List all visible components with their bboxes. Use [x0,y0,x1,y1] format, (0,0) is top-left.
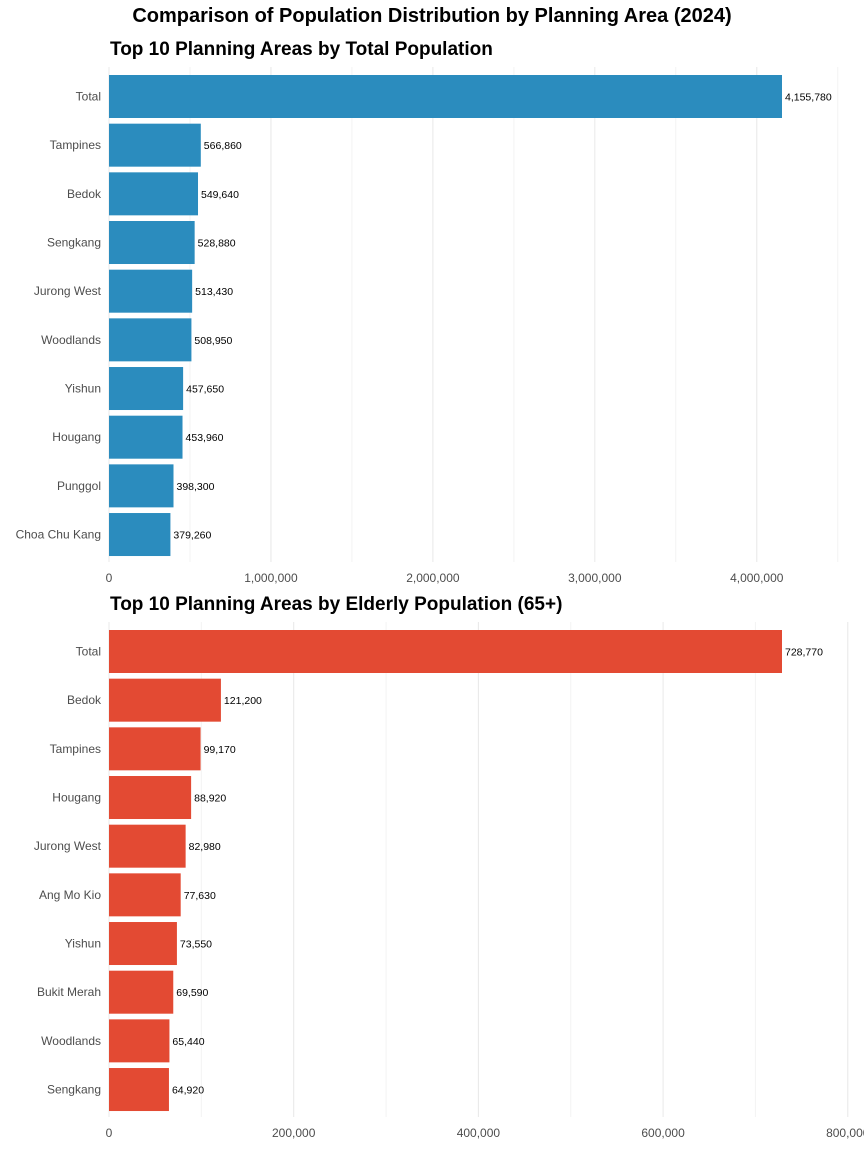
value-label: 379,260 [173,530,211,542]
category-label: Bedok [67,187,102,201]
bar-tampines [109,727,201,771]
category-label: Total [76,645,101,659]
bar-total [109,75,782,118]
bar-woodlands [109,318,192,362]
category-label: Bukit Merah [37,985,101,999]
value-label: 457,650 [186,384,224,396]
value-label: 88,920 [194,793,226,805]
bar-punggol [109,464,174,508]
bar-bedok [109,172,199,216]
value-label: 453,960 [186,432,224,444]
value-label: 82,980 [189,841,221,853]
category-label: Yishun [65,937,101,951]
figure-title: Comparison of Population Distribution by… [132,5,732,27]
value-label: 77,630 [184,890,216,902]
category-label: Woodlands [41,1034,101,1048]
value-label: 121,200 [224,695,262,707]
value-label: 398,300 [177,481,215,493]
value-label: 69,590 [176,987,208,999]
bar-tampines [109,123,201,167]
category-label: Tampines [50,742,101,756]
category-label: Jurong West [34,839,102,853]
bar-yishun [109,367,184,411]
category-label: Jurong West [34,284,102,298]
category-label: Woodlands [41,333,101,347]
bar-yishun [109,922,177,966]
value-label: 99,170 [204,744,236,756]
value-label: 73,550 [180,939,212,951]
category-label: Sengkang [47,236,101,250]
bar-jurong-west [109,824,186,868]
x-tick-label: 4,000,000 [730,571,784,585]
bar-sengkang [109,221,195,265]
category-label: Choa Chu Kang [16,528,101,542]
bar-ang-mo-kio [109,873,181,917]
value-label: 528,880 [198,238,236,250]
x-tick-label: 800,000 [826,1126,864,1140]
panel-title-total: Top 10 Planning Areas by Total Populatio… [110,39,493,60]
category-label: Ang Mo Kio [39,888,101,902]
bar-hougang [109,776,192,820]
value-label: 566,860 [204,140,242,152]
value-label: 549,640 [201,189,239,201]
bar-sengkang [109,1068,169,1112]
category-label: Hougang [52,791,101,805]
x-tick-label: 0 [106,1126,113,1140]
x-tick-label: 1,000,000 [244,571,298,585]
category-label: Hougang [52,430,101,444]
x-tick-label: 200,000 [272,1126,316,1140]
value-label: 728,770 [785,647,823,659]
value-label: 513,430 [195,286,233,298]
total-population-chart: Total 4,155,780 Tampines 566,860 Bedok 549,64… [16,67,839,585]
bar-total [109,630,782,673]
category-label: Total [76,90,101,104]
x-tick-label: 400,000 [457,1126,501,1140]
value-label: 65,440 [172,1036,204,1048]
bar-jurong-west [109,269,193,313]
category-label: Punggol [57,479,101,493]
x-tick-label: 600,000 [641,1126,685,1140]
bar-bedok [109,678,221,722]
value-label: 64,920 [172,1085,204,1097]
category-label: Sengkang [47,1083,101,1097]
panel-title-elderly: Top 10 Planning Areas by Elderly Populat… [110,594,563,615]
bar-choa-chu-kang [109,513,171,557]
x-tick-label: 0 [106,571,113,585]
x-tick-label: 2,000,000 [406,571,460,585]
value-label: 508,950 [194,335,232,347]
category-label: Tampines [50,138,101,152]
bar-hougang [109,415,183,459]
x-tick-label: 3,000,000 [568,571,622,585]
elderly-population-chart: Total 728,770 Bedok 121,200 Tampines 99,170 Ho… [34,622,864,1140]
category-label: Yishun [65,382,101,396]
bar-bukit-merah [109,970,174,1014]
category-label: Bedok [67,693,102,707]
value-label: 4,155,780 [785,92,832,104]
bar-woodlands [109,1019,170,1063]
